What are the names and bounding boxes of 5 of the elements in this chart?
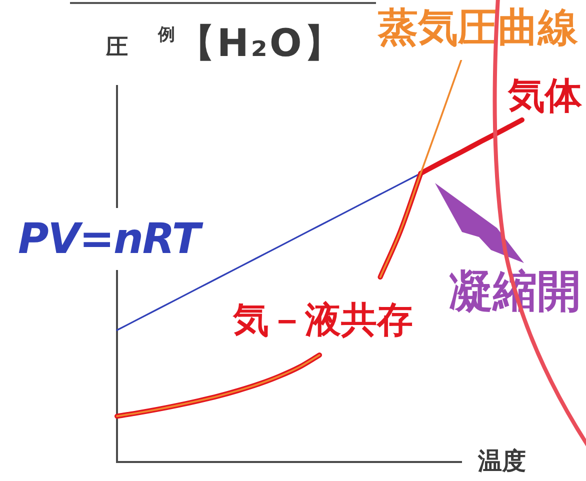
series-label: 気体: [508, 74, 582, 117]
y-axis-title: 圧: [106, 35, 128, 60]
chart-title: $^{例}$【H₂O】: [158, 21, 344, 65]
series-label: 気－液共存: [233, 300, 413, 341]
x-axis-title: 温度: [478, 447, 526, 475]
